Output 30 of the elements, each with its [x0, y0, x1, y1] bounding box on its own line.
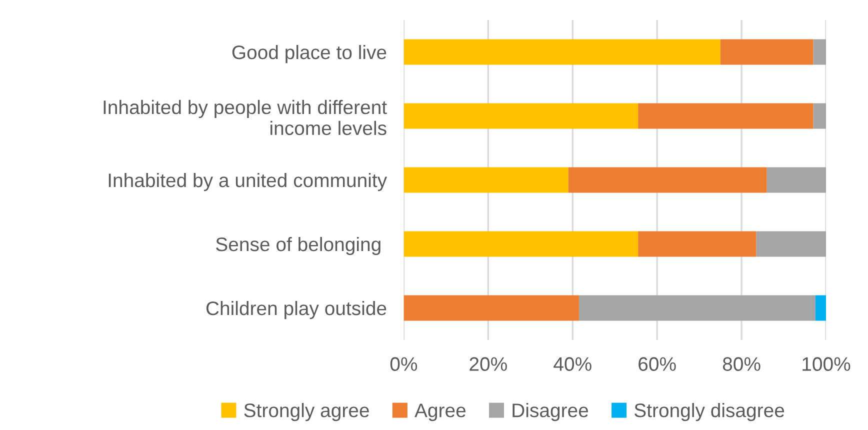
bar: [813, 103, 826, 129]
bar: [815, 295, 826, 321]
bar: [638, 231, 756, 257]
x-tick-label: 100%: [802, 357, 850, 371]
x-tick-label: 80%: [722, 357, 760, 371]
bar: [638, 103, 814, 129]
bar: [404, 231, 638, 257]
x-tick-label: 40%: [554, 357, 592, 371]
y-tick-label: Sense of belonging: [216, 236, 380, 256]
bar: [568, 167, 767, 193]
x-tick-label: 60%: [638, 357, 676, 371]
x-tick-label: 0%: [390, 357, 418, 371]
bar: [404, 295, 579, 321]
bar: [404, 167, 568, 193]
y-tick-label: Good place to live: [232, 44, 386, 64]
bar: [756, 231, 826, 257]
bar: [766, 167, 826, 193]
legend-label: Strongly disagree: [634, 402, 784, 422]
y-tick-label: Inhabited by a united community: [108, 172, 388, 192]
bar: [404, 103, 638, 129]
bar: [404, 39, 720, 65]
legend-label: Strongly agree: [244, 402, 369, 422]
bar: [578, 295, 816, 321]
legend-label: Disagree: [512, 402, 588, 422]
bar: [720, 39, 814, 65]
y-tick-label: Children play outside: [206, 300, 386, 320]
y-tick-label: Inhabited by people with different income levels: [104, 100, 387, 136]
bar: [813, 39, 826, 65]
legend-label: Agree: [414, 404, 466, 422]
x-tick-label: 20%: [470, 357, 507, 371]
